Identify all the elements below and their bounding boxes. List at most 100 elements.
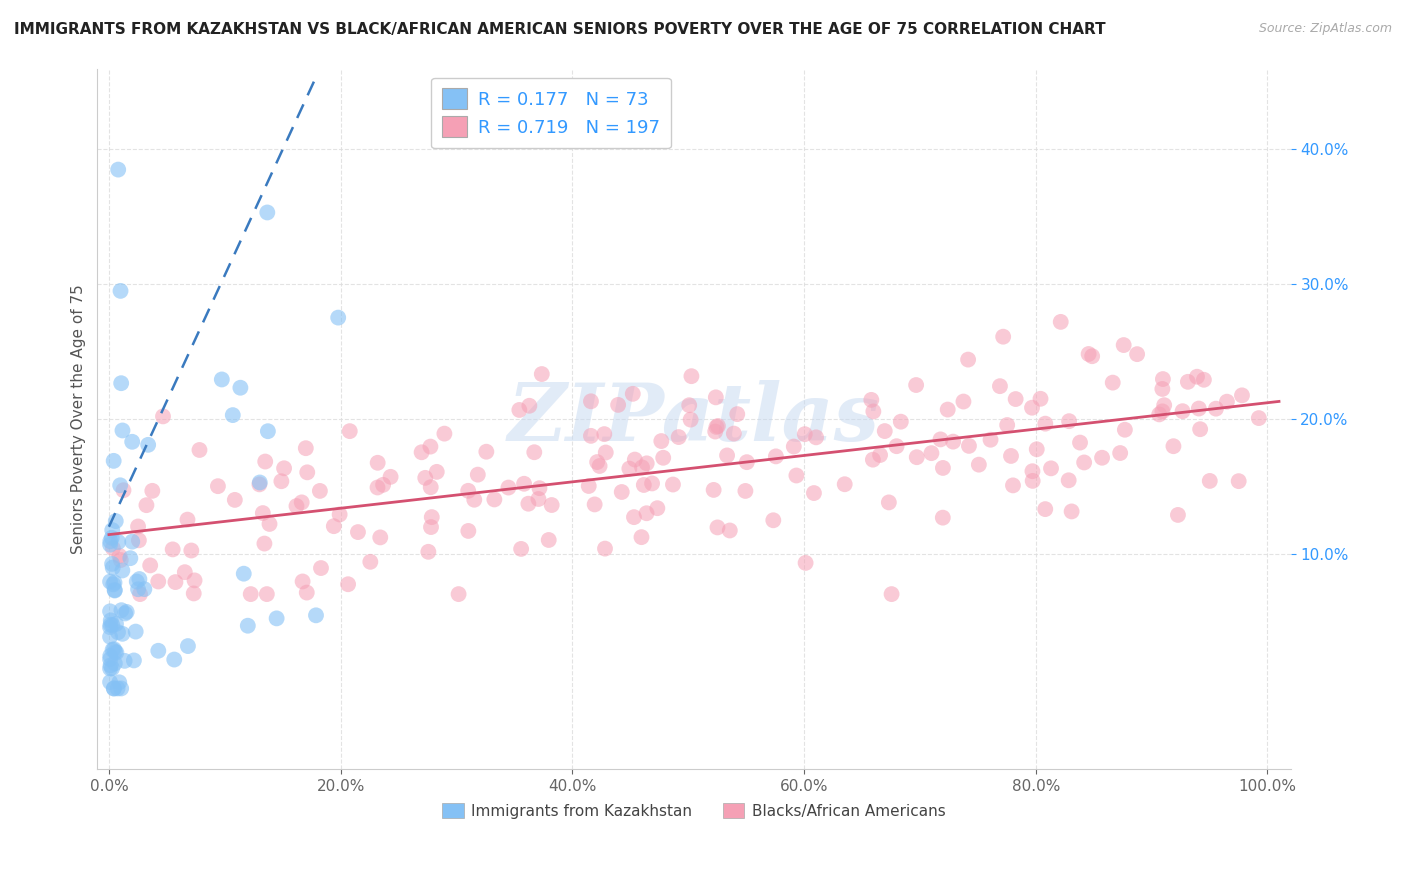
Point	[1081, 349, 1104, 363]
Point	[1077, 347, 1099, 361]
Point	[249, 475, 271, 490]
Point	[624, 452, 647, 467]
Point	[367, 480, 389, 494]
Point	[291, 495, 314, 509]
Point	[929, 433, 952, 447]
Point	[652, 450, 675, 465]
Point	[367, 456, 389, 470]
Point	[579, 429, 602, 443]
Point	[540, 498, 562, 512]
Point	[1198, 474, 1220, 488]
Point	[100, 658, 122, 673]
Point	[703, 483, 725, 497]
Point	[475, 444, 498, 458]
Point	[107, 162, 129, 177]
Point	[104, 582, 127, 597]
Point	[257, 424, 280, 438]
Point	[347, 525, 370, 540]
Point	[463, 492, 485, 507]
Point	[765, 450, 787, 464]
Point	[936, 402, 959, 417]
Point	[517, 399, 540, 413]
Point	[273, 461, 295, 475]
Point	[510, 541, 533, 556]
Point	[586, 455, 609, 469]
Point	[100, 531, 122, 545]
Point	[98, 604, 121, 618]
Point	[285, 499, 308, 513]
Point	[232, 566, 254, 581]
Point	[980, 433, 1002, 447]
Point	[932, 461, 955, 475]
Point	[249, 477, 271, 491]
Point	[860, 392, 883, 407]
Point	[252, 506, 274, 520]
Point	[762, 513, 785, 527]
Point	[734, 483, 756, 498]
Point	[530, 367, 553, 381]
Point	[110, 376, 132, 391]
Point	[704, 425, 727, 439]
Point	[103, 575, 125, 590]
Point	[100, 613, 122, 627]
Point	[359, 555, 381, 569]
Point	[98, 534, 121, 549]
Point	[222, 408, 245, 422]
Point	[1021, 474, 1043, 488]
Point	[1021, 401, 1043, 415]
Point	[103, 681, 125, 696]
Point	[995, 418, 1018, 433]
Point	[1152, 382, 1174, 396]
Point	[633, 478, 655, 492]
Point	[419, 480, 441, 494]
Point	[641, 476, 664, 491]
Point	[112, 483, 135, 498]
Point	[110, 603, 132, 617]
Point	[1205, 401, 1227, 416]
Point	[1021, 464, 1043, 478]
Point	[98, 538, 121, 552]
Point	[1025, 442, 1047, 457]
Point	[371, 478, 394, 492]
Point	[295, 441, 318, 455]
Point	[101, 642, 124, 657]
Point	[98, 620, 121, 634]
Point	[607, 398, 630, 412]
Point	[115, 605, 138, 619]
Point	[101, 541, 124, 556]
Point	[467, 467, 489, 482]
Point	[1114, 423, 1136, 437]
Point	[527, 491, 550, 506]
Point	[256, 205, 278, 219]
Point	[328, 310, 350, 325]
Point	[110, 681, 132, 696]
Point	[942, 434, 965, 449]
Point	[905, 450, 928, 465]
Point	[100, 617, 122, 632]
Point	[104, 514, 127, 528]
Point	[1192, 373, 1215, 387]
Point	[295, 585, 318, 599]
Point	[411, 445, 433, 459]
Point	[1126, 347, 1149, 361]
Point	[183, 586, 205, 600]
Point	[1152, 404, 1174, 418]
Point	[129, 587, 152, 601]
Point	[631, 460, 654, 475]
Point	[1152, 372, 1174, 386]
Point	[253, 536, 276, 550]
Point	[291, 574, 314, 589]
Point	[433, 426, 456, 441]
Point	[834, 477, 856, 491]
Point	[1112, 338, 1135, 352]
Point	[932, 510, 955, 524]
Point	[1004, 392, 1026, 406]
Point	[1069, 435, 1091, 450]
Point	[134, 582, 156, 596]
Point	[98, 574, 121, 589]
Point	[593, 427, 616, 442]
Point	[706, 420, 728, 434]
Point	[595, 445, 617, 459]
Point	[517, 497, 540, 511]
Point	[254, 454, 277, 468]
